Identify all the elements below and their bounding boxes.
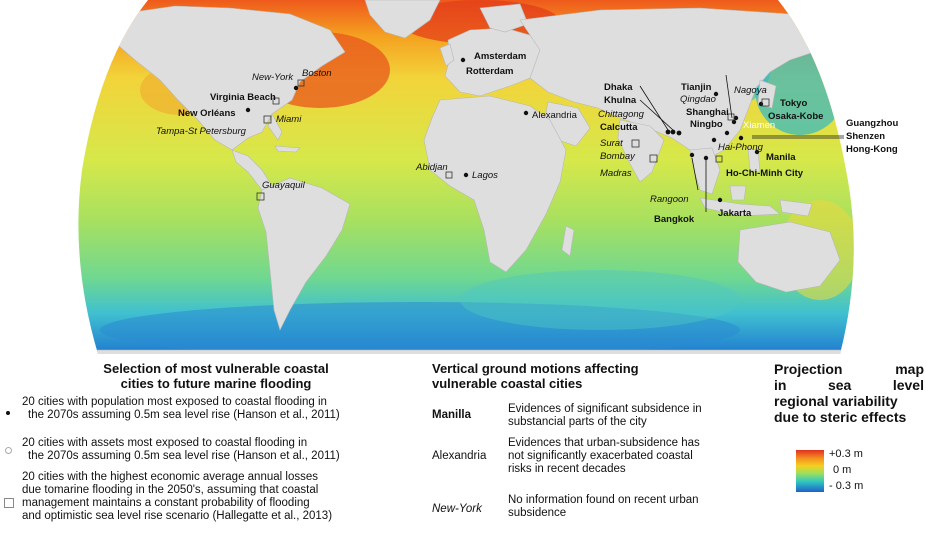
projection-title-word-map: map xyxy=(895,361,924,377)
landmasses xyxy=(89,0,854,354)
city-label-hai-phong: Hai-Phong xyxy=(718,142,764,153)
city-label-miami: Miami xyxy=(276,114,302,125)
city-label-tianjin: Tianjin xyxy=(681,82,712,93)
city-label-manila: Manila xyxy=(766,152,796,163)
ground-row-key-alexandria: Alexandria xyxy=(432,450,487,462)
city-label-shenzen: Shenzen xyxy=(846,131,885,142)
leader-lines xyxy=(639,74,844,212)
selection-item3-line2: due tomarine flooding in the 2050's, ass… xyxy=(22,484,319,496)
city-label-tokyo: Tokyo xyxy=(780,98,807,109)
city-label-new-york: New-York xyxy=(252,72,294,83)
city-label-xiamen: Xiamen xyxy=(743,120,775,131)
city-label-bombay: Bombay xyxy=(600,151,636,162)
ground-title: Vertical ground motions affecting vulner… xyxy=(432,361,732,391)
selection-item3-line3: management maintains a constant probabil… xyxy=(22,497,310,509)
ground-row0-desc1: Evidences of significant subsidence in xyxy=(508,403,702,415)
ground-row2-desc1: No information found on recent urban xyxy=(508,494,699,506)
city-label-rangoon: Rangoon xyxy=(650,194,689,205)
ground-row-desc-alexandria: Evidences that urban-subsidence has not … xyxy=(508,437,748,476)
selection-item2-line2: the 2070s assuming 0.5m sea level rise (… xyxy=(28,450,340,462)
city-label-shanghai: Shanghai xyxy=(686,107,729,118)
projection-title-word-level: level xyxy=(892,377,924,393)
ground-row1-desc2: not significantly exacerbated coastal xyxy=(508,450,693,462)
city-label-guangzhou: Guangzhou xyxy=(846,118,898,129)
city-label-rotterdam: Rotterdam xyxy=(466,66,514,77)
selection-item-population: 20 cities with population most exposed t… xyxy=(22,396,422,422)
ground-row2-desc2: subsidence xyxy=(508,507,567,519)
projection-title: Projection map in sea level regional var… xyxy=(774,361,924,425)
losses-marker-icon xyxy=(4,498,14,508)
legend-label-mid: 0 m xyxy=(833,464,852,476)
city-label-amsterdam: Amsterdam xyxy=(474,51,526,62)
city-label-alexandria: Alexandria xyxy=(532,110,578,121)
projection-title-line3: regional variability xyxy=(774,393,898,409)
city-label-guayaquil: Guayaquil xyxy=(262,180,306,191)
projection-title-line2: in sea level xyxy=(774,377,924,393)
ground-row0-desc2: substancial parts of the city xyxy=(508,416,647,428)
city-label-virginia-beach: Virginia Beach xyxy=(210,92,276,103)
legend-color-bar xyxy=(796,450,824,492)
city-label-bangkok: Bangkok xyxy=(654,214,695,225)
population-marker-icon xyxy=(6,411,10,415)
legend-label-low: - 0.3 m xyxy=(829,480,864,492)
city-label-jakarta: Jakarta xyxy=(718,208,752,219)
ground-row-key-manilla: Manilla xyxy=(432,409,471,421)
city-label-osaka-kobe: Osaka-Kobe xyxy=(768,111,823,122)
selection-item1-line1: 20 cities with population most exposed t… xyxy=(22,396,327,408)
sea-level-map: Amsterdam Rotterdam New-York Boston Virg… xyxy=(78,0,898,354)
city-label-khulna: Khulna xyxy=(604,95,637,106)
ground-row-desc-new-york: No information found on recent urban sub… xyxy=(508,494,748,520)
selection-item-losses: 20 cities with the highest economic aver… xyxy=(22,471,422,523)
city-label-hong-kong: Hong-Kong xyxy=(846,144,898,155)
city-label-nagoya: Nagoya xyxy=(734,85,767,96)
city-label-ho-chi-minh: Ho-Chi-Minh City xyxy=(726,168,804,179)
ground-row1-desc1: Evidences that urban-subsidence has xyxy=(508,437,700,449)
selection-item-assets: 20 cities with assets most exposed to co… xyxy=(22,437,422,463)
selection-item3-line1: 20 cities with the highest economic aver… xyxy=(22,471,318,483)
selection-item1-line2: the 2070s assuming 0.5m sea level rise (… xyxy=(28,409,340,421)
selection-title-line2: cities to future marine flooding xyxy=(120,376,312,391)
ground-row1-desc3: risks in recent decades xyxy=(508,463,626,475)
city-label-madras: Madras xyxy=(600,168,632,179)
city-label-ningbo: Ningbo xyxy=(690,119,723,130)
selection-item2-line1: 20 cities with assets most exposed to co… xyxy=(22,437,308,449)
projection-title-word-in: in xyxy=(774,377,787,393)
selection-title-line1: Selection of most vulnerable coastal xyxy=(103,361,329,376)
assets-marker-icon xyxy=(5,447,12,454)
projection-title-word-sea: sea xyxy=(827,377,852,393)
selection-item3-line4: and optimistic sea level rise scenario (… xyxy=(22,510,333,522)
city-label-lagos: Lagos xyxy=(472,170,498,181)
city-label-calcutta: Calcutta xyxy=(600,122,638,133)
selection-title: Selection of most vulnerable coastal cit… xyxy=(76,361,356,391)
city-label-surat: Surat xyxy=(600,138,623,149)
city-label-abidjan: Abidjan xyxy=(415,162,448,173)
projection-title-line4: due to steric effects xyxy=(774,409,907,425)
city-label-dhaka: Dhaka xyxy=(604,82,633,93)
ground-row-desc-manilla: Evidences of significant subsidence in s… xyxy=(508,403,748,429)
city-markers xyxy=(245,57,770,203)
legend-label-high: +0.3 m xyxy=(829,448,863,460)
projection-title-line1: Projection map xyxy=(774,361,924,377)
city-label-tampa: Tampa-St Petersburg xyxy=(156,126,247,137)
city-label-chittagong: Chittagong xyxy=(598,109,645,120)
city-label-boston: Boston xyxy=(302,68,332,79)
ground-row-key-new-york: New-York xyxy=(432,503,482,515)
ground-title-line1: Vertical ground motions affecting xyxy=(432,361,639,376)
projection-title-word-projection: Projection xyxy=(774,361,843,377)
city-label-qingdao: Qingdao xyxy=(680,94,716,105)
city-label-new-orleans: New Orléans xyxy=(178,108,236,119)
ground-title-line2: vulnerable coastal cities xyxy=(432,376,583,391)
